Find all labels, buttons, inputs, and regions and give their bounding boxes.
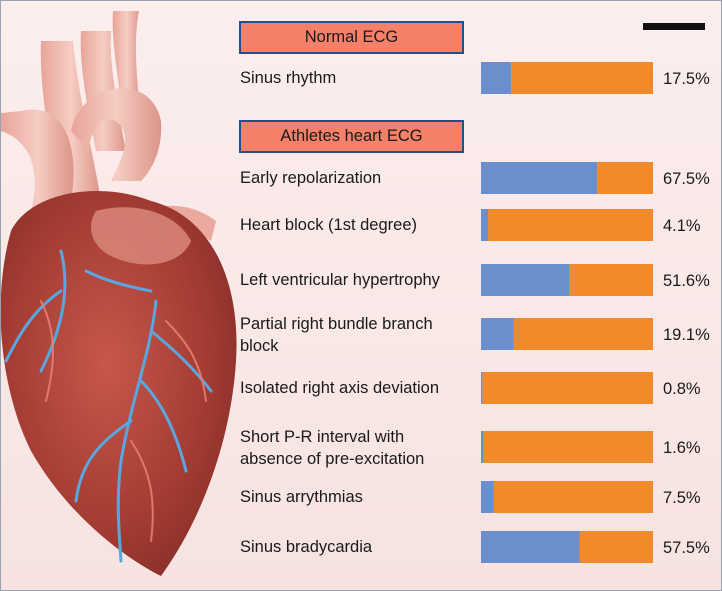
bar-value-label: 4.1% xyxy=(663,217,701,235)
scale-bar xyxy=(643,23,705,30)
bar-value-label: 51.6% xyxy=(663,272,710,290)
bar-value xyxy=(481,62,512,94)
bar-value xyxy=(481,531,580,563)
bar-value xyxy=(481,209,489,241)
bar-value-label: 7.5% xyxy=(663,489,701,507)
row-label-partial-rbbb: Partial right bundle branch block xyxy=(240,315,433,355)
bar-value xyxy=(481,481,494,513)
bar-remainder xyxy=(482,372,653,404)
bar-value-label: 57.5% xyxy=(663,539,710,557)
bar-value xyxy=(481,162,598,194)
bar-value-label: 19.1% xyxy=(663,326,710,344)
row-label-early-repolarization: Early repolarization xyxy=(240,169,382,187)
bar-remainder xyxy=(569,264,653,296)
bar-value xyxy=(481,431,484,463)
row-label-short-pr: Short P-R interval with absence of pre-e… xyxy=(240,428,425,468)
bar-value-label: 1.6% xyxy=(663,439,701,457)
bar-remainder xyxy=(488,209,653,241)
bar-remainder xyxy=(483,431,653,463)
bar-remainder xyxy=(513,318,653,350)
row-label-right-axis-deviation: Isolated right axis deviation xyxy=(240,379,440,397)
row-label-heart-block: Heart block (1st degree) xyxy=(240,216,417,234)
section-title-normal-ecg: Normal ECG xyxy=(239,21,464,54)
row-label-lv-hypertrophy: Left ventricular hypertrophy xyxy=(240,271,440,289)
heart-illustration xyxy=(1,11,237,576)
row-label-sinus-arrythmias: Sinus arrythmias xyxy=(240,488,363,506)
bar-remainder xyxy=(511,62,653,94)
bar-value-label: 67.5% xyxy=(663,170,710,188)
bar-value-label: 0.8% xyxy=(663,380,701,398)
bar-remainder xyxy=(493,481,653,513)
bar-value xyxy=(481,264,570,296)
bar-value xyxy=(481,372,483,404)
section-title-athletes-heart-ecg: Athletes heart ECG xyxy=(239,120,464,153)
row-label-sinus-bradycardia: Sinus bradycardia xyxy=(240,538,373,556)
bar-remainder xyxy=(597,162,653,194)
bar-value-label: 17.5% xyxy=(663,70,710,88)
bar-value xyxy=(481,318,514,350)
bar-remainder xyxy=(579,531,653,563)
row-label-sinus-rhythm: Sinus rhythm xyxy=(240,69,337,87)
